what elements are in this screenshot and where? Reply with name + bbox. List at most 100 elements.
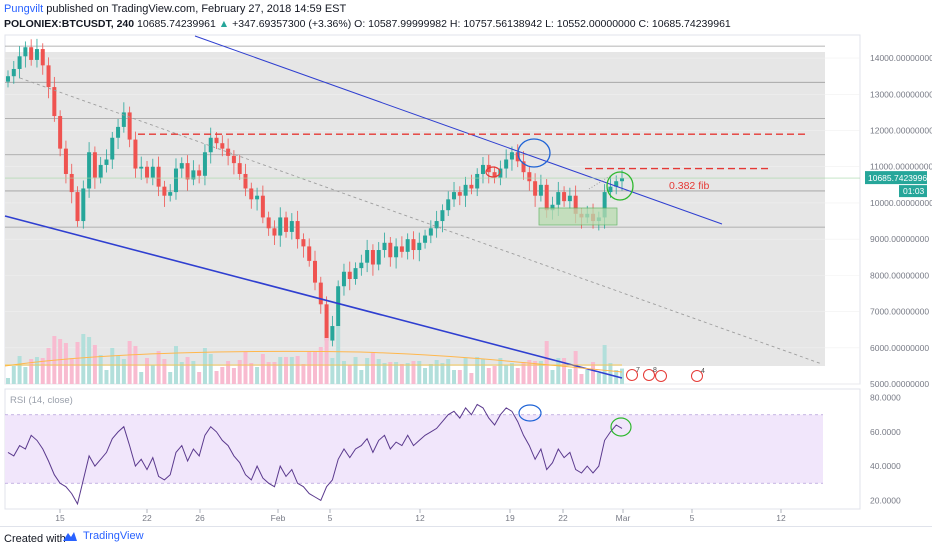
volume-bar bbox=[87, 337, 92, 384]
countdown-label: 01:03 bbox=[903, 186, 925, 196]
footer: Created with TradingView bbox=[0, 526, 932, 551]
channel-lower-line bbox=[4, 215, 623, 379]
volume-bar bbox=[370, 352, 375, 384]
x-tick-label: Feb bbox=[271, 513, 286, 523]
symbol-label: POLONIEX:BTCUSDT, 240 bbox=[4, 18, 135, 30]
candle-body bbox=[226, 148, 231, 156]
tradingview-brand-text: TradingView bbox=[83, 530, 144, 542]
blue-circle-annotation bbox=[517, 138, 551, 168]
volume-bar bbox=[602, 345, 607, 384]
candle-body bbox=[173, 168, 178, 193]
volume-bar bbox=[191, 361, 196, 384]
volume-bar bbox=[23, 367, 28, 384]
volume-bar bbox=[567, 369, 572, 384]
rsi-blue-circle bbox=[518, 404, 542, 422]
price-label-box bbox=[865, 171, 927, 185]
candle-body bbox=[313, 260, 317, 283]
volume-bar bbox=[127, 341, 132, 384]
y-tick-label: 13000.00000000 bbox=[870, 89, 932, 99]
candle-body bbox=[527, 172, 532, 182]
y-tick-label: 6000.00000000 bbox=[870, 343, 929, 353]
volume-bar bbox=[515, 368, 520, 384]
volume-bar bbox=[353, 357, 358, 384]
candle-body bbox=[452, 192, 457, 200]
candle-body bbox=[353, 268, 358, 279]
channel-upper-line bbox=[194, 35, 723, 225]
candle-body bbox=[417, 242, 422, 251]
volume-bar bbox=[469, 373, 474, 384]
event-flag-icon bbox=[691, 370, 703, 382]
candle-body bbox=[457, 192, 462, 196]
volume-bar bbox=[260, 354, 265, 384]
rsi-y-tick-label: 20.0000 bbox=[870, 495, 901, 505]
volume-bar bbox=[504, 365, 509, 384]
candle-body bbox=[573, 195, 578, 214]
volume-bar bbox=[538, 361, 543, 384]
volume-bar bbox=[63, 343, 68, 384]
candle-body bbox=[63, 148, 68, 174]
volume-bar bbox=[255, 367, 260, 384]
candle-body bbox=[156, 166, 161, 187]
volume-bar bbox=[110, 348, 115, 384]
volume-bar bbox=[313, 351, 317, 384]
candle-body bbox=[515, 152, 520, 162]
event-count: 7 bbox=[636, 367, 640, 374]
volume-bar bbox=[562, 358, 567, 384]
rsi-line bbox=[7, 403, 623, 506]
event-flag-icon bbox=[643, 369, 655, 381]
volume-bar bbox=[226, 361, 231, 384]
y-tick-label: 14000.00000000 bbox=[870, 53, 932, 63]
candle-body bbox=[127, 112, 132, 140]
volume-bar bbox=[498, 358, 503, 384]
author-link[interactable]: Pungvilt bbox=[4, 3, 44, 15]
symbol-line: POLONIEX:BTCUSDT, 240 10685.74239961 ▲ +… bbox=[4, 18, 731, 30]
candle-body bbox=[266, 217, 271, 229]
volume-bar bbox=[179, 362, 184, 384]
candle-body bbox=[52, 87, 57, 117]
candle-body bbox=[423, 235, 428, 243]
volume-bar bbox=[382, 363, 387, 384]
candle-body bbox=[602, 192, 607, 218]
candle-body bbox=[272, 228, 277, 236]
volume-bar bbox=[579, 374, 584, 384]
x-tick-label: 22 bbox=[558, 513, 568, 523]
candle-body bbox=[87, 152, 92, 189]
volume-bar bbox=[359, 370, 364, 384]
candle-body bbox=[492, 172, 497, 178]
volume-bar bbox=[463, 358, 468, 384]
candle-body bbox=[220, 143, 225, 149]
last-price: 10685.74239961 bbox=[137, 18, 216, 30]
volume-bar bbox=[550, 370, 555, 384]
event-count: 4 bbox=[701, 368, 705, 375]
candle-body bbox=[428, 228, 433, 236]
candle-body bbox=[214, 137, 219, 144]
rsi-green-circle bbox=[610, 417, 632, 437]
created-with-text: Created with bbox=[4, 533, 66, 545]
volume-bar bbox=[434, 360, 439, 384]
candle-body bbox=[133, 139, 138, 169]
candle-body bbox=[509, 152, 514, 160]
candle-body bbox=[336, 286, 341, 327]
volume-bar bbox=[156, 351, 161, 384]
candle-body bbox=[475, 173, 480, 189]
volume-bar bbox=[620, 368, 624, 384]
volume-bar bbox=[336, 326, 341, 384]
rsi-band bbox=[5, 414, 823, 484]
rsi-y-tick-label: 40.0000 bbox=[870, 461, 901, 471]
support-box bbox=[538, 207, 618, 226]
candle-body bbox=[208, 137, 213, 153]
candle-body bbox=[243, 173, 248, 189]
volume-bar bbox=[237, 360, 242, 384]
volume-bar bbox=[591, 362, 596, 384]
volume-bar bbox=[150, 365, 155, 384]
candle-body bbox=[370, 250, 375, 265]
volume-bar bbox=[214, 371, 219, 384]
volume-bar bbox=[388, 362, 393, 384]
tradingview-brand[interactable]: TradingView bbox=[62, 530, 144, 542]
event-flag-icon bbox=[655, 370, 667, 382]
volume-bar bbox=[324, 338, 329, 384]
volume-bar bbox=[220, 367, 225, 384]
volume-bar bbox=[440, 363, 445, 384]
candle-body bbox=[284, 217, 289, 232]
chart-svg: 14000.00000000 13000.00000000 12000.000000… bbox=[4, 34, 932, 523]
